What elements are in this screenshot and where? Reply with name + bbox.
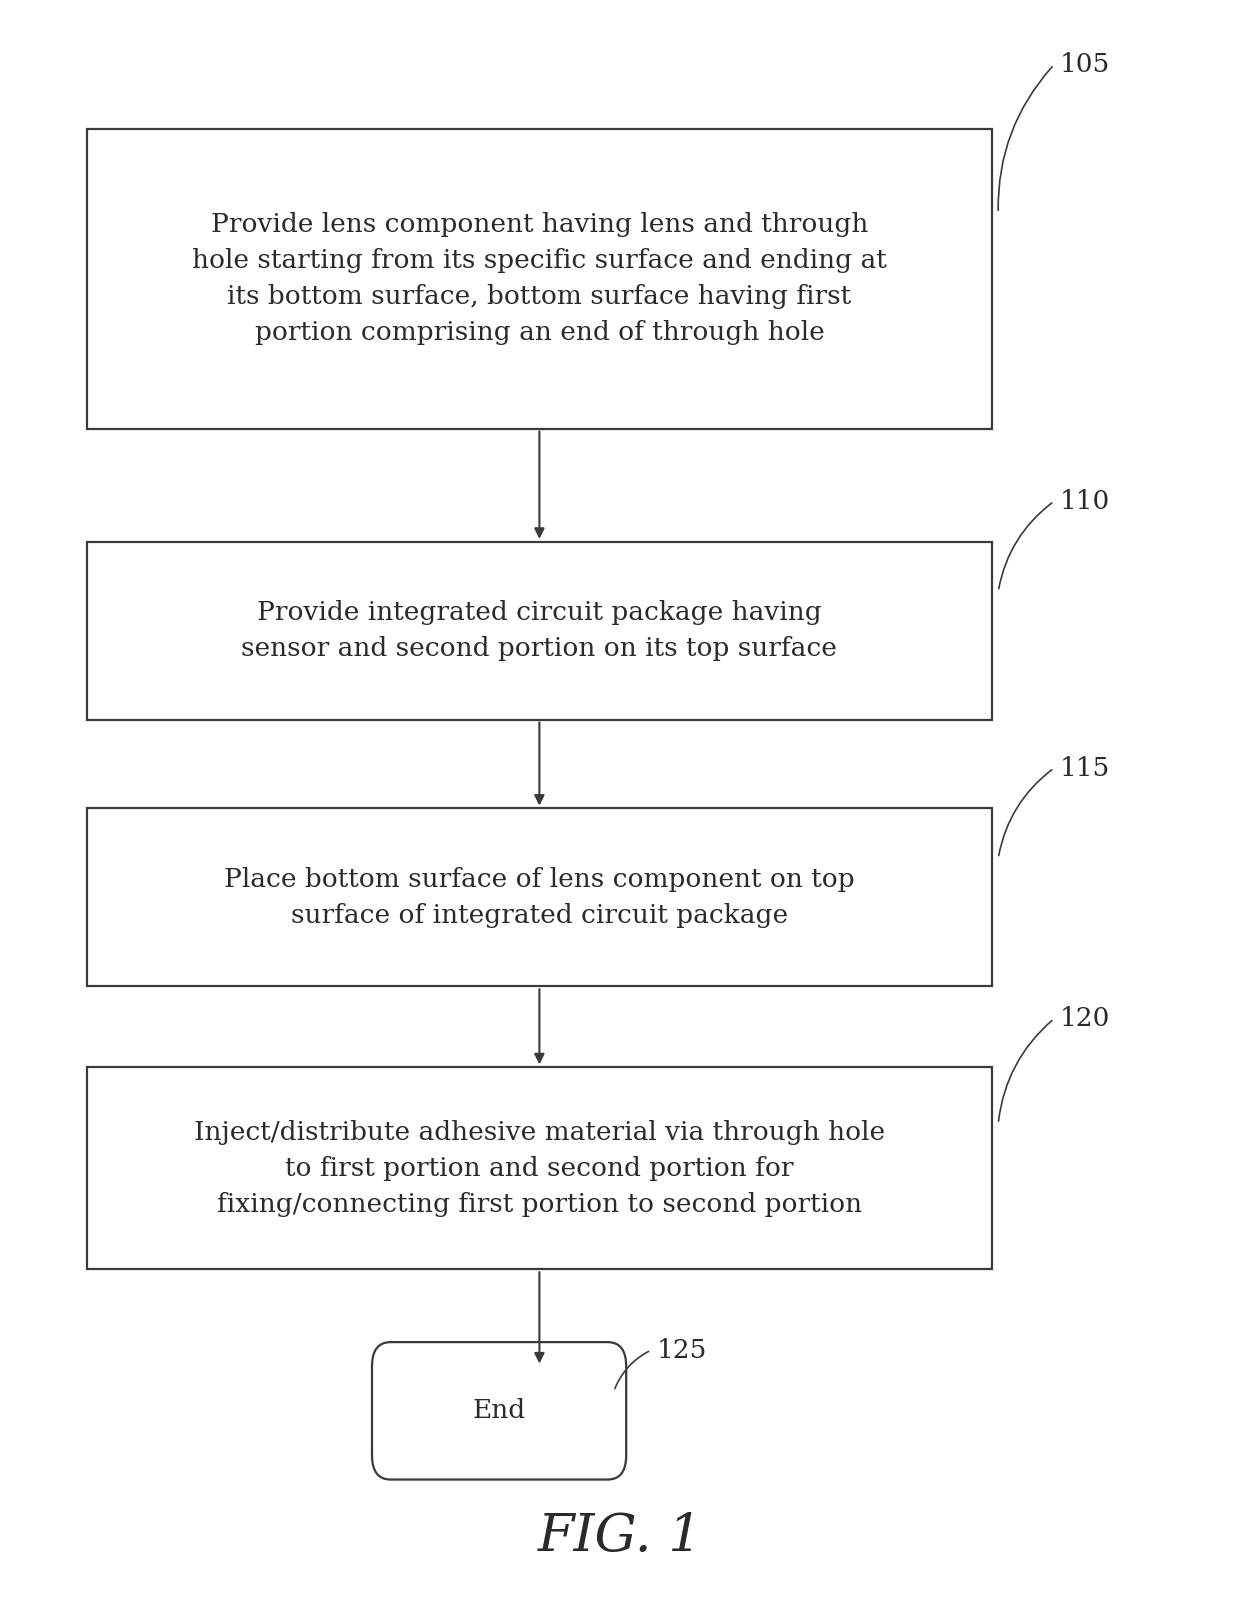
- Text: 110: 110: [1060, 488, 1111, 514]
- Text: End: End: [472, 1399, 526, 1423]
- Text: Inject/distribute adhesive material via through hole
to first portion and second: Inject/distribute adhesive material via …: [193, 1121, 885, 1216]
- FancyBboxPatch shape: [372, 1342, 626, 1480]
- Text: Place bottom surface of lens component on top
surface of integrated circuit pack: Place bottom surface of lens component o…: [224, 867, 854, 928]
- FancyBboxPatch shape: [87, 542, 992, 720]
- FancyBboxPatch shape: [87, 1067, 992, 1269]
- Text: Provide lens component having lens and through
hole starting from its specific s: Provide lens component having lens and t…: [192, 212, 887, 346]
- Text: 115: 115: [1060, 755, 1111, 781]
- Text: 125: 125: [657, 1337, 708, 1363]
- Text: Provide integrated circuit package having
sensor and second portion on its top s: Provide integrated circuit package havin…: [242, 600, 837, 661]
- FancyBboxPatch shape: [87, 808, 992, 986]
- Text: 120: 120: [1060, 1006, 1111, 1032]
- Text: FIG. 1: FIG. 1: [538, 1510, 702, 1562]
- Text: 105: 105: [1060, 52, 1111, 78]
- FancyBboxPatch shape: [87, 129, 992, 429]
